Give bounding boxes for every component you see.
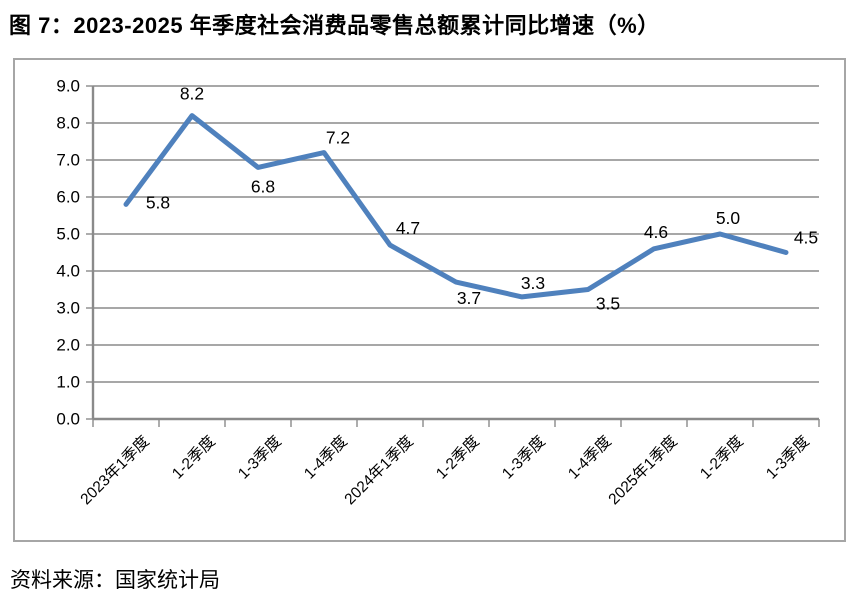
x-axis-tick-label: 1-2季度 xyxy=(432,432,482,482)
y-axis-tick-label: 2.0 xyxy=(56,336,80,355)
x-axis-tick-label: 1-4季度 xyxy=(300,432,350,482)
x-axis-tick-label: 1-3季度 xyxy=(498,432,548,482)
x-axis-tick-label: 2023年1季度 xyxy=(77,432,153,508)
data-point-label: 8.2 xyxy=(180,84,204,104)
y-axis-tick-label: 8.0 xyxy=(56,114,80,133)
x-axis-tick-label: 2024年1季度 xyxy=(341,432,417,508)
data-point-label: 3.7 xyxy=(457,288,481,308)
y-axis-tick-label: 6.0 xyxy=(56,188,80,207)
x-axis-tick-label: 1-2季度 xyxy=(696,432,746,482)
data-point-label: 5.8 xyxy=(146,192,170,212)
data-point-label: 3.5 xyxy=(596,294,620,314)
data-point-label: 7.2 xyxy=(326,128,350,148)
data-point-label: 6.8 xyxy=(251,176,275,196)
data-point-label: 4.6 xyxy=(644,222,668,242)
data-point-label: 4.7 xyxy=(396,218,420,238)
y-axis-tick-label: 4.0 xyxy=(56,262,80,281)
line-chart: 0.0 1.0 2.0 3.0 4.0 5.0 6.0 7.0 8.0 9.0 2023年1季度 1-… xyxy=(56,77,820,508)
x-axis-tick-label: 1-4季度 xyxy=(564,432,614,482)
x-axis-tick-label: 1-3季度 xyxy=(762,432,812,482)
x-axis-tick-label: 1-2季度 xyxy=(168,432,218,482)
y-axis-tick-label: 3.0 xyxy=(56,299,80,318)
y-axis-tick-label: 5.0 xyxy=(56,225,80,244)
source-note: 资料来源：国家统计局 xyxy=(10,569,220,592)
data-point-label: 5.0 xyxy=(716,208,741,228)
data-point-label: 3.3 xyxy=(521,273,545,293)
y-axis-tick-label: 9.0 xyxy=(56,77,80,96)
y-axis-tick-label: 0.0 xyxy=(56,410,80,429)
figure-title: 图 7：2023-2025 年季度社会消费品零售总额累计同比增速（%） xyxy=(9,13,660,38)
data-series-line xyxy=(123,113,789,300)
data-point-label: 4.5 xyxy=(794,228,818,248)
y-axis-tick-label: 7.0 xyxy=(56,151,80,170)
x-axis-tick-label: 1-3季度 xyxy=(234,432,284,482)
x-axis-tick-label: 2025年1季度 xyxy=(605,432,681,508)
chart-container: 0.0 1.0 2.0 3.0 4.0 5.0 6.0 7.0 8.0 9.0 2023年1季度 1-… xyxy=(13,58,846,542)
y-axis-tick-label: 1.0 xyxy=(56,373,80,392)
